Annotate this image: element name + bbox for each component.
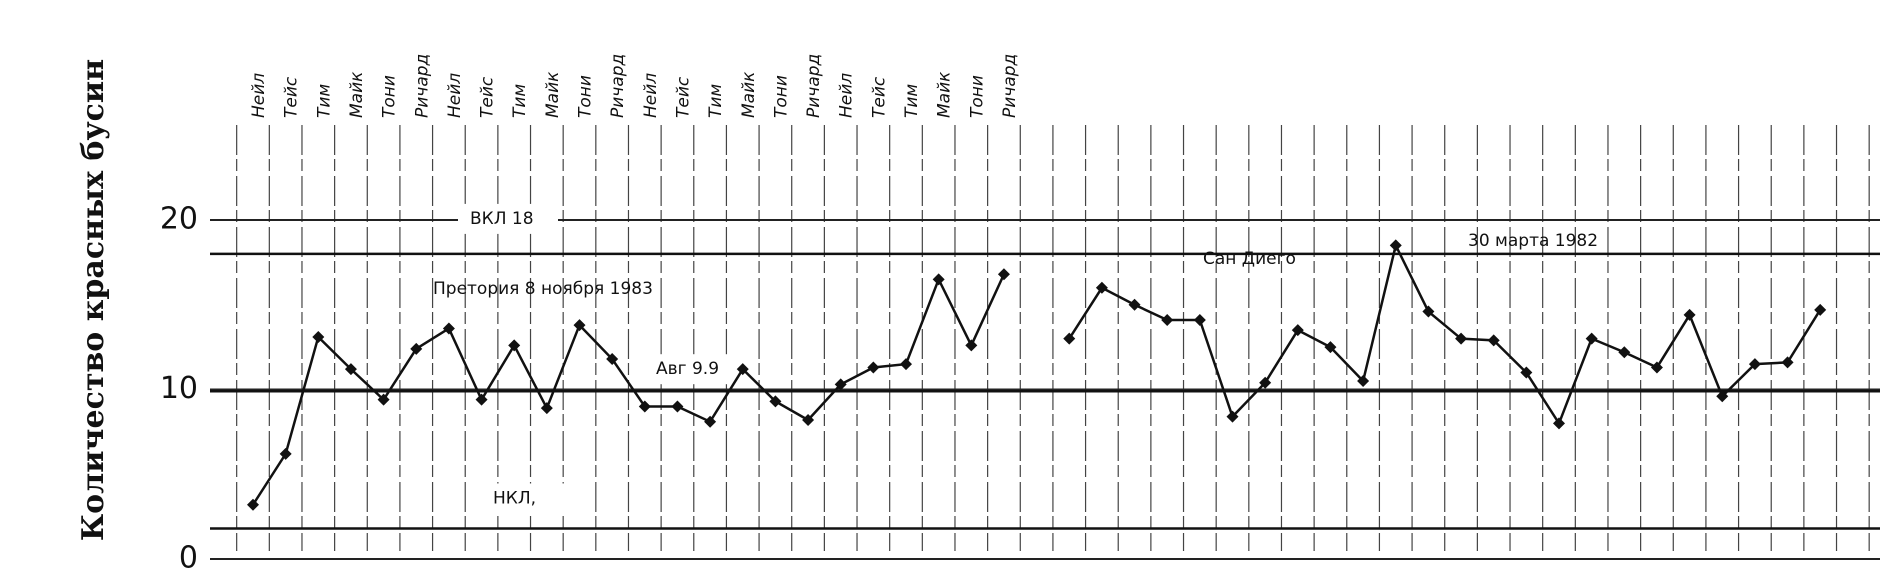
data-point <box>247 498 259 511</box>
x-tick-label: Тони <box>576 75 596 118</box>
x-tick-label: Ричард <box>1000 54 1020 118</box>
reference-label-box <box>481 483 581 514</box>
data-point <box>312 330 325 343</box>
data-point <box>1128 298 1141 311</box>
data-point <box>1291 324 1304 337</box>
y-axis-title: Количество красных бусин <box>76 59 111 541</box>
data-point <box>475 393 488 406</box>
data-point <box>834 378 847 391</box>
x-tick-label: Тони <box>967 75 987 118</box>
data-point <box>932 273 945 286</box>
x-tick-label: Нейл <box>641 73 661 118</box>
data-point <box>997 268 1010 281</box>
x-tick-label: Ричард <box>804 54 824 118</box>
x-tick-label: Тим <box>706 84 726 118</box>
x-tick-label: Майк <box>739 71 759 118</box>
data-point <box>1357 375 1370 388</box>
data-point <box>573 319 586 332</box>
x-tick-label: Тим <box>510 84 530 118</box>
x-tick-label: Тейс <box>673 76 693 118</box>
x-tick-label: Майк <box>347 71 367 118</box>
data-point <box>1389 239 1402 252</box>
x-tick-label: Майк <box>543 71 563 118</box>
data-point <box>704 415 717 428</box>
data-point <box>377 393 390 406</box>
data-point <box>540 402 553 415</box>
data-point <box>1716 390 1729 403</box>
data-point <box>671 400 684 413</box>
y-tick-label: 20 <box>160 202 198 237</box>
x-tick-label: Нейл <box>249 73 269 118</box>
data-point <box>965 339 978 352</box>
data-point <box>1226 410 1239 423</box>
data-point <box>1487 334 1500 347</box>
x-tick-label: Тим <box>902 84 922 118</box>
reference-label-box <box>644 354 744 385</box>
data-point <box>1781 356 1794 369</box>
x-tick-label: Нейл <box>445 73 465 118</box>
annotation: Претория 8 ноября 1983 <box>433 279 653 299</box>
x-tick-label: Тейс <box>478 76 498 118</box>
data-point <box>736 363 749 376</box>
data-point <box>344 363 357 376</box>
reference-label-box <box>458 203 558 234</box>
reference-label: ВКЛ 18 <box>470 209 534 229</box>
annotation: Сан Диего <box>1203 249 1296 269</box>
data-point <box>1455 332 1468 345</box>
x-tick-label: Майк <box>935 71 955 118</box>
data-point <box>1683 308 1696 321</box>
x-tick-label: Тим <box>314 84 334 118</box>
data-point <box>508 339 521 352</box>
x-tick-label: Нейл <box>837 73 857 118</box>
x-tick-label: Ричард <box>608 54 628 118</box>
data-point <box>1520 366 1533 379</box>
x-tick-label: Тейс <box>869 76 889 118</box>
data-point <box>1161 314 1174 327</box>
data-point <box>1422 305 1435 318</box>
data-point <box>638 400 651 413</box>
data-point <box>1650 361 1663 374</box>
data-point <box>1618 346 1631 359</box>
data-point <box>1814 303 1827 316</box>
data-point <box>1095 281 1108 294</box>
data-point <box>1063 332 1076 345</box>
y-tick-label: 10 <box>160 371 198 406</box>
data-point <box>1193 314 1206 327</box>
y-tick-label: 0 <box>179 541 198 576</box>
annotation: 30 марта 1982 <box>1468 231 1598 251</box>
data-point <box>606 352 619 365</box>
x-tick-label: Тони <box>771 75 791 118</box>
data-point <box>279 447 292 460</box>
data-point <box>867 361 880 374</box>
data-point <box>410 342 423 355</box>
data-point <box>1553 417 1565 430</box>
data-point <box>1259 376 1272 389</box>
data-point <box>1585 332 1598 345</box>
data-point <box>1748 358 1761 371</box>
reference-label: НКЛ, <box>493 488 536 508</box>
x-tick-label: Ричард <box>412 54 432 118</box>
data-point <box>1324 341 1337 354</box>
data-point <box>900 358 912 371</box>
x-tick-label: Тейс <box>282 76 302 118</box>
data-point <box>769 395 782 408</box>
data-point <box>802 414 815 427</box>
x-tick-label: Тони <box>380 75 400 118</box>
data-point <box>442 322 455 335</box>
reference-label: Авг 9.9 <box>656 359 719 379</box>
